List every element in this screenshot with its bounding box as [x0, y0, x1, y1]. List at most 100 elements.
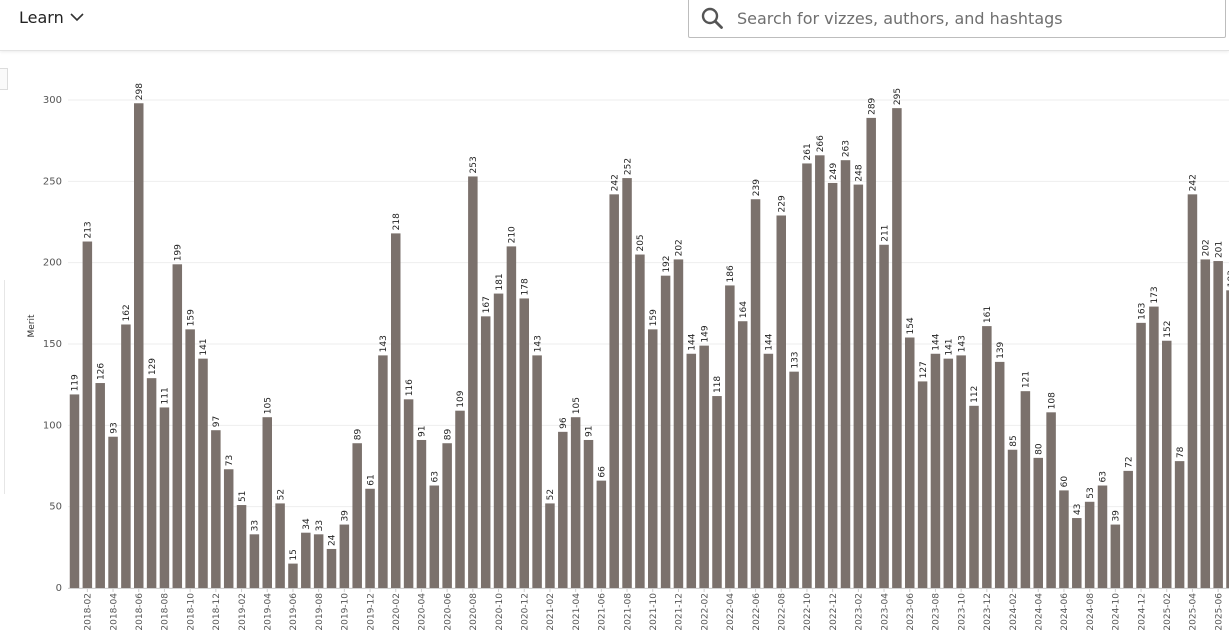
data-label: 266 — [816, 135, 826, 152]
y-tick-label: 300 — [43, 95, 62, 106]
data-label: 202 — [675, 239, 685, 256]
data-label: 85 — [1009, 435, 1019, 446]
data-label: 152 — [1163, 321, 1173, 338]
data-label: 53 — [1086, 487, 1096, 498]
bar — [969, 405, 979, 588]
data-label: 183 — [1227, 270, 1229, 287]
bar — [635, 254, 645, 589]
y-tick-label: 50 — [49, 502, 62, 513]
x-tick-label: 2022-12 — [829, 593, 839, 631]
bar — [223, 469, 234, 588]
learn-label: Learn — [19, 7, 64, 27]
data-label: 298 — [135, 83, 145, 100]
data-label: 178 — [520, 278, 530, 295]
data-label: 205 — [636, 234, 646, 251]
x-tick-label: 2020-08 — [469, 593, 479, 631]
data-label: 143 — [957, 335, 967, 352]
data-label: 51 — [238, 491, 248, 502]
x-tick-label: 2020-06 — [443, 593, 453, 631]
data-label: 133 — [790, 351, 800, 368]
bar — [1020, 391, 1031, 588]
data-label: 252 — [623, 158, 633, 175]
bar — [262, 417, 272, 588]
data-label: 149 — [700, 325, 710, 342]
bar — [1084, 501, 1095, 588]
bar — [69, 394, 80, 588]
data-label: 112 — [970, 386, 980, 403]
bar — [994, 361, 1005, 588]
x-tick-label: 2022-10 — [803, 593, 813, 631]
data-label: 118 — [713, 376, 723, 393]
data-label: 139 — [996, 341, 1006, 358]
bar — [313, 534, 324, 588]
bar — [866, 117, 876, 588]
data-label: 97 — [212, 416, 222, 427]
bar — [185, 329, 195, 588]
bar — [892, 108, 902, 588]
data-label: 39 — [1112, 510, 1122, 522]
data-label: 242 — [610, 174, 620, 191]
bar — [1046, 412, 1056, 588]
learn-menu[interactable]: Learn — [19, 6, 84, 28]
bar — [326, 548, 337, 588]
data-label: 111 — [161, 387, 171, 404]
x-tick-label: 2022-08 — [777, 593, 787, 631]
data-label: 213 — [84, 221, 94, 238]
data-label: 80 — [1034, 443, 1044, 455]
data-label: 163 — [1137, 303, 1147, 320]
data-label: 154 — [906, 317, 916, 334]
x-tick-label: 2025-04 — [1189, 593, 1199, 631]
data-label: 143 — [533, 335, 543, 352]
search-input[interactable] — [735, 7, 1209, 29]
x-tick-label: 2023-04 — [880, 593, 890, 631]
data-label: 78 — [1176, 446, 1186, 458]
x-tick-label: 2025-02 — [1163, 593, 1173, 631]
bar — [1033, 457, 1043, 588]
data-label: 159 — [186, 309, 196, 326]
bar — [391, 233, 401, 589]
x-tick-label: 2020-04 — [418, 593, 428, 631]
data-label: 161 — [983, 306, 993, 323]
data-label: 173 — [1150, 286, 1160, 303]
bar — [1226, 290, 1229, 588]
data-label: 109 — [456, 390, 466, 407]
bar — [789, 371, 799, 588]
data-label: 295 — [893, 88, 903, 105]
data-label: 159 — [649, 309, 659, 326]
x-tick-label: 2018-10 — [186, 593, 196, 631]
bar — [301, 532, 311, 588]
bar — [1097, 485, 1108, 588]
x-tick-label: 2021-04 — [572, 593, 582, 631]
bar — [1110, 524, 1121, 588]
bar — [686, 353, 697, 588]
bar — [95, 383, 105, 588]
bar — [236, 505, 247, 588]
bar — [468, 176, 478, 588]
y-tick-label: 0 — [56, 583, 62, 594]
bar — [776, 215, 786, 588]
search-box[interactable] — [688, 0, 1226, 38]
bar — [121, 324, 131, 588]
bar — [853, 184, 864, 588]
x-tick-label: 2024-06 — [1060, 593, 1070, 631]
data-label: 239 — [752, 179, 762, 196]
bar — [134, 103, 144, 589]
x-tick-label: 2021-02 — [546, 593, 556, 631]
x-tick-label: 2024-08 — [1086, 593, 1096, 631]
data-label: 61 — [366, 474, 376, 485]
data-label: 89 — [443, 429, 453, 441]
data-label: 211 — [880, 225, 890, 242]
bar — [660, 275, 671, 588]
bar-chart: 0 50 100 150 200 250 300 Merit 119 213 126 93 162 298… — [27, 83, 1229, 631]
bar — [211, 430, 221, 588]
x-tick-label: 2024-10 — [1112, 593, 1122, 631]
data-label: 72 — [1124, 456, 1134, 467]
data-label: 119 — [71, 374, 81, 391]
data-label: 34 — [302, 518, 312, 530]
bar — [840, 160, 851, 588]
bar — [493, 293, 504, 588]
bar — [339, 524, 350, 588]
data-label: 52 — [546, 489, 556, 500]
top-bar: Learn — [0, 0, 1229, 51]
bar — [198, 358, 208, 588]
